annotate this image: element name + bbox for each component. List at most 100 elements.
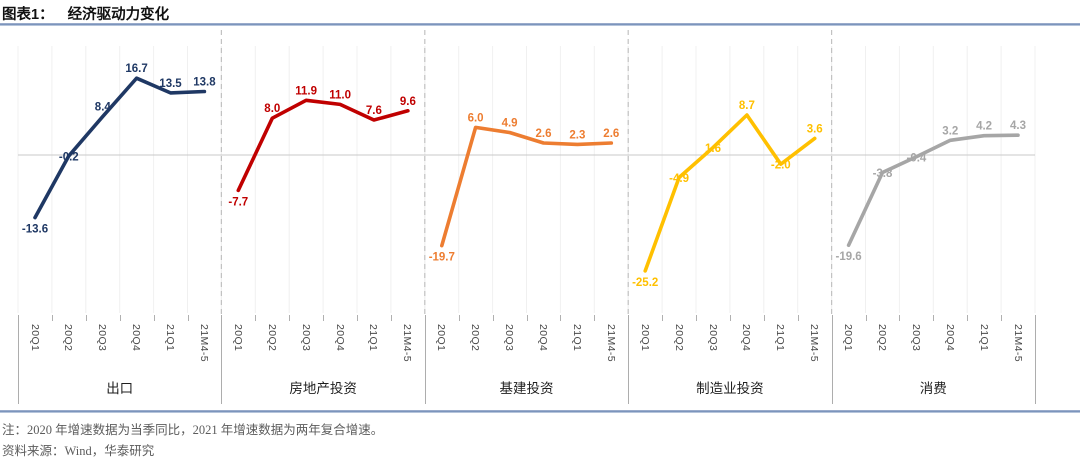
chart-note: 注：2020 年增速数据为当季同比，2021 年增速数据为两年复合增速。 (2, 423, 384, 437)
axis-tick (323, 315, 325, 321)
category-tick-label: 20Q4 (333, 324, 346, 352)
category-tick-label: 20Q1 (435, 324, 448, 352)
data-label-infrastructure-investment: -19.7 (429, 252, 455, 264)
category-tick-label: 20Q1 (638, 324, 651, 352)
data-label-real-estate-investment: 11.0 (329, 89, 351, 101)
data-label-real-estate-investment: 8.0 (264, 103, 280, 115)
data-label-exports: 8.4 (95, 101, 112, 113)
chart-source: 资料来源：Wind，华泰研究 (2, 444, 155, 458)
category-tick-label: 21Q1 (977, 324, 990, 352)
axis-tick (85, 315, 87, 321)
category-tick-label: 20Q4 (130, 324, 143, 352)
category-tick-label: 20Q1 (842, 324, 855, 352)
group-separator (424, 315, 426, 404)
axis-tick (119, 315, 121, 321)
series-line-real-estate-investment (236, 98, 410, 193)
data-label-infrastructure-investment: 4.9 (502, 118, 518, 130)
axis-tick (797, 315, 799, 321)
axis-tick (51, 315, 53, 321)
axis-tick (967, 315, 969, 321)
data-label-infrastructure-investment: 6.0 (468, 112, 484, 124)
group-label-real-estate-investment: 房地产投资 (289, 381, 357, 396)
axis-tick (390, 315, 392, 321)
data-label-manufacturing-investment: -2.0 (771, 160, 791, 172)
axis-tick (696, 315, 697, 321)
data-label-real-estate-investment: 11.9 (295, 85, 317, 97)
economic-drivers-chart: -13.6 -0.2 8.4 16.7 13.5 13.8 -7.7 8.0 11.9 11.0 7… (17, 30, 1036, 315)
data-label-consumption: 3.2 (942, 125, 958, 137)
category-tick-label: 20Q4 (943, 324, 956, 352)
category-tick-label: 21M4-5 (401, 324, 414, 363)
category-tick-label: 20Q1 (28, 324, 41, 352)
data-label-real-estate-investment: 7.6 (366, 105, 382, 117)
axis-tick (594, 315, 596, 321)
data-label-consumption: 4.2 (976, 121, 992, 133)
axis-tick (729, 315, 731, 321)
group-separator (221, 315, 223, 404)
category-tick-label: 20Q3 (909, 324, 922, 352)
data-label-exports: 16.7 (125, 63, 147, 75)
category-tick-label: 20Q2 (265, 324, 278, 352)
axis-tick (289, 315, 291, 321)
figure-title: 经济驱动力变化 (67, 7, 170, 23)
category-tick-label: 21M4-5 (808, 324, 821, 363)
category-tick-label: 21M4-5 (197, 324, 210, 363)
axis-tick (899, 315, 901, 321)
data-label-infrastructure-investment: 2.6 (603, 128, 619, 140)
figure-number: 图表1： (2, 7, 54, 23)
series-line-exports (33, 76, 207, 220)
axis-tick (153, 315, 155, 321)
group-separator (1035, 315, 1036, 404)
axis-tick (1001, 315, 1003, 321)
group-label-consumption: 消费 (919, 381, 947, 396)
header-rule (0, 23, 1080, 26)
category-tick-label: 21Q1 (164, 324, 176, 352)
series-line-manufacturing-investment (643, 113, 817, 273)
axis-tick (933, 315, 935, 321)
category-tick-label: 21M4-5 (604, 324, 617, 363)
category-tick-label: 20Q4 (740, 324, 753, 352)
data-label-manufacturing-investment: 3.6 (807, 123, 823, 135)
group-separator (831, 315, 833, 404)
data-label-infrastructure-investment: 2.6 (536, 128, 552, 140)
data-label-consumption: -3.8 (873, 168, 893, 180)
group-separator (628, 315, 630, 404)
data-label-consumption: -19.6 (835, 251, 861, 263)
group-separator (18, 315, 19, 404)
chart-region: -13.6 -0.2 8.4 16.7 13.5 13.8 -7.7 8.0 11.9 11.0 7… (0, 28, 1080, 315)
axis-tick (526, 315, 528, 321)
category-tick-label: 21Q1 (367, 324, 380, 352)
category-tick-label: 20Q3 (503, 324, 515, 352)
category-tick-label: 21Q1 (570, 324, 583, 352)
category-tick-label: 20Q2 (469, 324, 482, 352)
category-axis-band: 20Q1 20Q2 20Q3 20Q4 21Q1 21M4-5 出口 20Q1 20Q2 20Q3… (0, 315, 1080, 404)
data-label-real-estate-investment: -7.7 (228, 196, 248, 208)
data-label-manufacturing-investment: -25.2 (632, 277, 658, 289)
data-label-real-estate-investment: 9.6 (400, 96, 416, 108)
axis-tick (255, 315, 257, 321)
data-label-exports: 13.5 (159, 78, 182, 90)
axis-tick (763, 315, 765, 321)
axis-tick (865, 315, 867, 321)
data-label-consumption: 4.3 (1010, 120, 1026, 132)
group-label-exports: 出口 (106, 381, 134, 396)
axis-tick (662, 315, 664, 321)
axis-tick (357, 315, 358, 321)
category-tick-label: 20Q3 (96, 324, 109, 352)
category-tick-label: 21M4-5 (1011, 324, 1024, 363)
data-label-exports: -13.6 (22, 224, 48, 236)
axis-tick (187, 315, 189, 321)
axis-tick (458, 315, 460, 321)
category-tick-label: 21Q1 (774, 324, 787, 352)
data-label-infrastructure-investment: 2.3 (569, 129, 585, 141)
group-label-infrastructure-investment: 基建投资 (499, 381, 554, 396)
category-tick-label: 20Q2 (876, 324, 888, 352)
series-line-consumption (846, 133, 1020, 247)
group-label-manufacturing-investment: 制造业投资 (696, 381, 764, 396)
figure-header: 图表1： 经济驱动力变化 (2, 3, 169, 24)
footer-rule (0, 410, 1080, 413)
category-tick-label: 20Q1 (231, 324, 244, 352)
category-tick-label: 20Q4 (537, 324, 549, 352)
category-tick-label: 20Q2 (62, 324, 75, 352)
